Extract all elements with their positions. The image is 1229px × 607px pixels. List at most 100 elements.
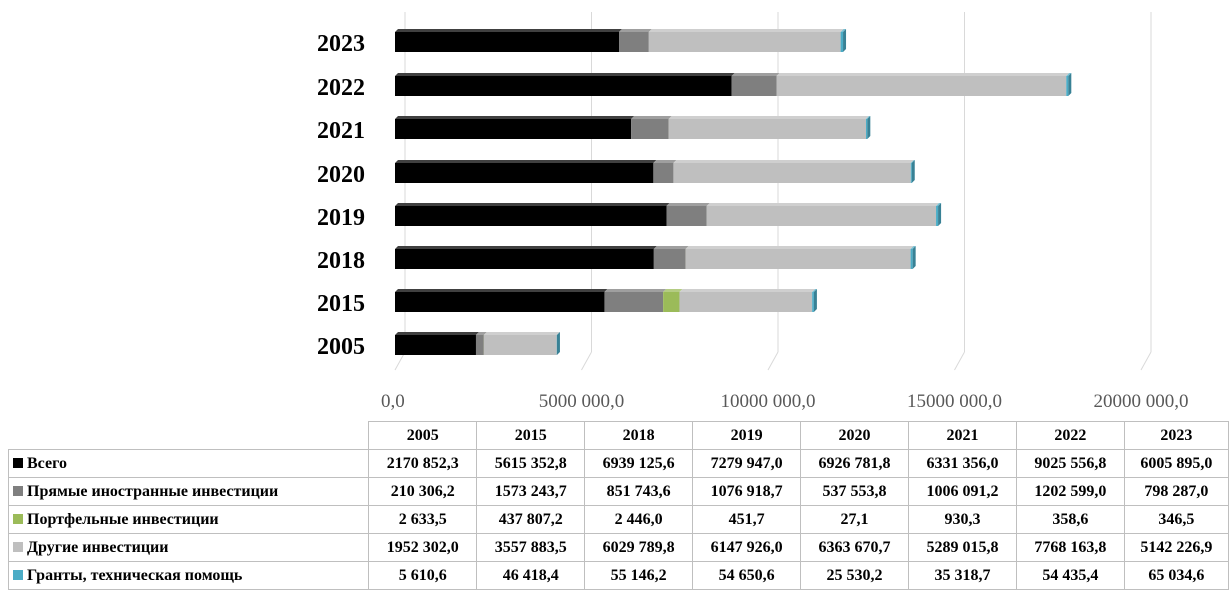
- table-cell: 46 418,4: [476, 561, 586, 590]
- legend-label: Прямые иностранные инвестиции: [27, 482, 279, 500]
- table-cell: 5 610,6: [368, 561, 478, 590]
- table-cell: 9025 556,8: [1015, 449, 1125, 478]
- table-cell: 6331 356,0: [907, 449, 1017, 478]
- bar-segment-2023-3: [648, 32, 841, 52]
- bar-segment-2021-0: [395, 119, 632, 139]
- table-row-label: Прямые иностранные инвестиции: [7, 477, 370, 506]
- table-cell: 5142 226,9: [1123, 533, 1229, 562]
- table-corner: [8, 421, 370, 450]
- table-cell: 1006 091,2: [907, 477, 1017, 506]
- bar-group-2018: [395, 246, 916, 269]
- gridlines: [394, 12, 1152, 371]
- category-label-2019: 2019: [317, 205, 365, 231]
- bar-segment-2022-1: [731, 76, 777, 96]
- table-cell: 6029 789,8: [584, 533, 694, 562]
- table-cell: 3557 883,5: [476, 533, 586, 562]
- gridline-floor: [954, 351, 965, 371]
- bar-end-2015: [813, 289, 817, 312]
- bar-top-2020-1: [653, 160, 677, 163]
- x-tick-label: 10000 000,0: [721, 391, 816, 412]
- bar-top-2022-0: [395, 73, 735, 76]
- bar-top-2019-1: [666, 203, 710, 206]
- table-cell: 1076 918,7: [692, 477, 802, 506]
- category-labels: 2005 2015 2018 2019 2020 2021 2022 2023: [317, 31, 365, 360]
- table-cell: 451,7: [692, 505, 802, 534]
- bar-segment-2020-0: [395, 163, 654, 183]
- bar-segment-2005-3: [483, 335, 557, 355]
- table-cell: 798 287,0: [1123, 477, 1229, 506]
- bar-segment-2005-0: [395, 335, 476, 355]
- bar-top-2018-2: [685, 246, 689, 249]
- table-cell: 1202 599,0: [1015, 477, 1125, 506]
- table-cell: 358,6: [1015, 505, 1125, 534]
- table-cell: 346,5: [1123, 505, 1229, 534]
- category-label-2021: 2021: [317, 118, 365, 144]
- bar-top-2005-4: [556, 332, 560, 335]
- bar-segment-2018-0: [395, 249, 654, 269]
- table-cell: 537 553,8: [800, 477, 909, 506]
- bar-top-2022-2: [776, 73, 780, 76]
- table-cell: 25 530,2: [800, 561, 909, 590]
- bar-group-2020: [395, 160, 915, 183]
- bar-segment-2015-1: [604, 292, 664, 312]
- table-row: Прямые иностранные инвестиции 210 306,2 15…: [7, 477, 1229, 506]
- bar-segment-2019-3: [706, 206, 937, 226]
- bar-top-2021-3: [668, 116, 870, 119]
- bar-segment-2020-3: [673, 163, 911, 183]
- bar-top-2020-2: [673, 160, 677, 163]
- table-row-label: Другие инвестиции: [7, 533, 370, 562]
- category-label-2023: 2023: [317, 31, 365, 57]
- bar-segment-2018-3: [685, 249, 911, 269]
- table-cell: 6939 125,6: [584, 449, 694, 478]
- x-tick-label: 5000 000,0: [539, 391, 625, 412]
- bar-top-2020-3: [673, 160, 914, 163]
- bar-segment-2023-4: [840, 32, 844, 52]
- x-tick-label: 0,0: [381, 391, 405, 412]
- table-cell: 6363 670,7: [800, 533, 909, 562]
- x-tick-label: 20000 000,0: [1094, 391, 1189, 412]
- bar-end-2018: [912, 246, 916, 269]
- gridline-floor: [767, 351, 779, 371]
- bar-top-2015-3: [679, 289, 816, 292]
- table-row: Гранты, техническая помощь 5 610,6 46 418,…: [7, 561, 1229, 590]
- table-cell: 5289 015,8: [907, 533, 1017, 562]
- bar-end-2019: [938, 203, 942, 226]
- bar-top-2019-0: [395, 203, 670, 206]
- category-label-2005: 2005: [317, 334, 365, 360]
- table-cell: 35 318,7: [907, 561, 1017, 590]
- table-cell: 851 743,6: [584, 477, 694, 506]
- table-cell: 1573 243,7: [476, 477, 586, 506]
- bar-top-2023-3: [648, 29, 844, 32]
- bar-segment-2021-3: [668, 119, 867, 139]
- legend-label: Другие инвестиции: [27, 538, 169, 556]
- x-tick-label: 15000 000,0: [907, 391, 1002, 412]
- bar-top-2018-1: [653, 246, 689, 249]
- table-cell: 437 807,2: [476, 505, 586, 534]
- table-cell: 54 435,4: [1015, 561, 1125, 590]
- bars: [395, 29, 1072, 355]
- bar-segment-2022-3: [776, 76, 1067, 96]
- bar-end-2020: [911, 160, 915, 183]
- table-cell: 6147 926,0: [692, 533, 802, 562]
- bar-segment-2023-1: [619, 32, 649, 52]
- table-cell: 6005 895,0: [1123, 449, 1229, 478]
- table-cell: 65 034,6: [1123, 561, 1229, 590]
- bar-segment-2021-1: [631, 119, 669, 139]
- table-header-2023: 2023: [1123, 421, 1229, 450]
- legend-key: [13, 513, 23, 524]
- legend-label: Портфельные инвестиции: [27, 510, 219, 528]
- table-body: Всего 2170 852,3 5615 352,8 6939 125,6 7279 …: [7, 449, 1229, 590]
- bar-group-2019: [395, 203, 942, 226]
- legend-key: [13, 569, 23, 580]
- table-header-2018: 2018: [584, 421, 694, 450]
- legend-key: [13, 541, 23, 552]
- table-cell: 27,1: [800, 505, 909, 534]
- category-label-2020: 2020: [317, 162, 365, 188]
- table-cell: 54 650,6: [692, 561, 802, 590]
- bar-top-2021-2: [668, 116, 672, 119]
- bar-top-2021-1: [631, 116, 672, 119]
- bar-group-2021: [395, 116, 871, 139]
- table-cell: 210 306,2: [368, 477, 478, 506]
- bar-segment-2018-4: [910, 249, 913, 269]
- table-row-label: Гранты, техническая помощь: [7, 561, 370, 590]
